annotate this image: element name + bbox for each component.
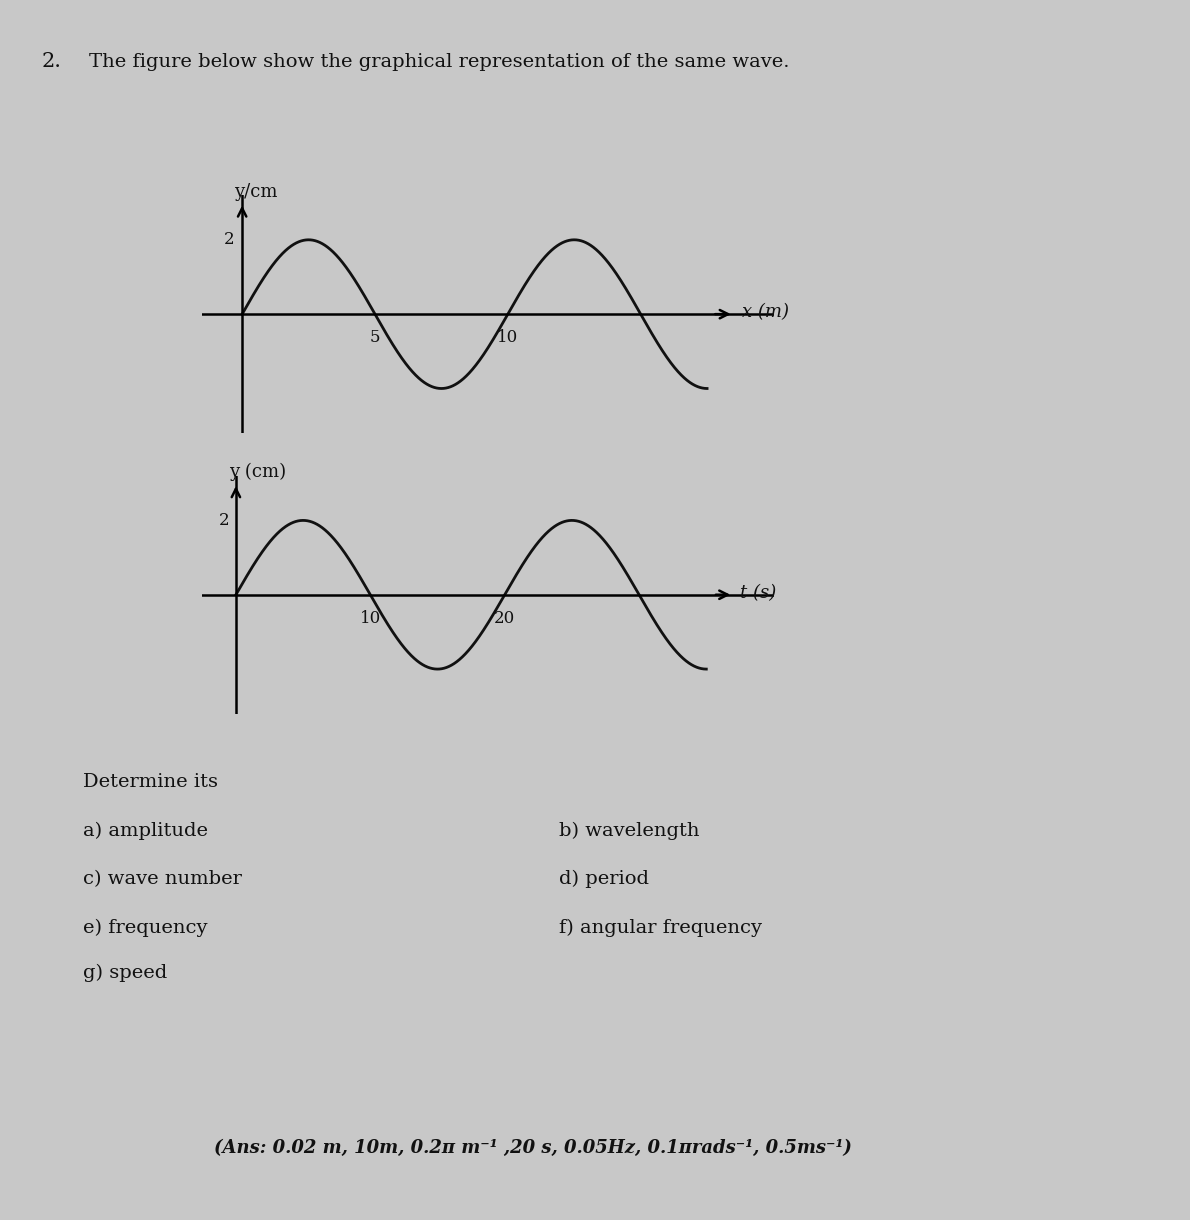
Text: 2.: 2. (42, 52, 62, 71)
Text: g) speed: g) speed (83, 964, 168, 982)
Text: 20: 20 (494, 610, 515, 627)
Text: a) amplitude: a) amplitude (83, 821, 208, 839)
Text: y (cm): y (cm) (230, 464, 287, 482)
Text: x (m): x (m) (741, 304, 789, 321)
Text: The figure below show the graphical representation of the same wave.: The figure below show the graphical repr… (89, 54, 790, 71)
Text: 2: 2 (224, 232, 234, 249)
Text: 2: 2 (219, 512, 230, 529)
Text: e) frequency: e) frequency (83, 919, 208, 937)
Text: 10: 10 (497, 329, 519, 346)
Text: 10: 10 (359, 610, 381, 627)
Text: b) wavelength: b) wavelength (559, 821, 700, 839)
Text: Determine its: Determine its (83, 773, 218, 791)
Text: (Ans: 0.02 m, 10m, 0.2π m⁻¹ ,20 s, 0.05Hz, 0.1πrads⁻¹, 0.5ms⁻¹): (Ans: 0.02 m, 10m, 0.2π m⁻¹ ,20 s, 0.05H… (214, 1139, 852, 1157)
Text: 5: 5 (370, 329, 381, 346)
Text: c) wave number: c) wave number (83, 871, 243, 888)
Text: t (s): t (s) (740, 584, 776, 601)
Text: y/cm: y/cm (234, 183, 277, 201)
Text: d) period: d) period (559, 870, 650, 888)
Text: f) angular frequency: f) angular frequency (559, 919, 763, 937)
